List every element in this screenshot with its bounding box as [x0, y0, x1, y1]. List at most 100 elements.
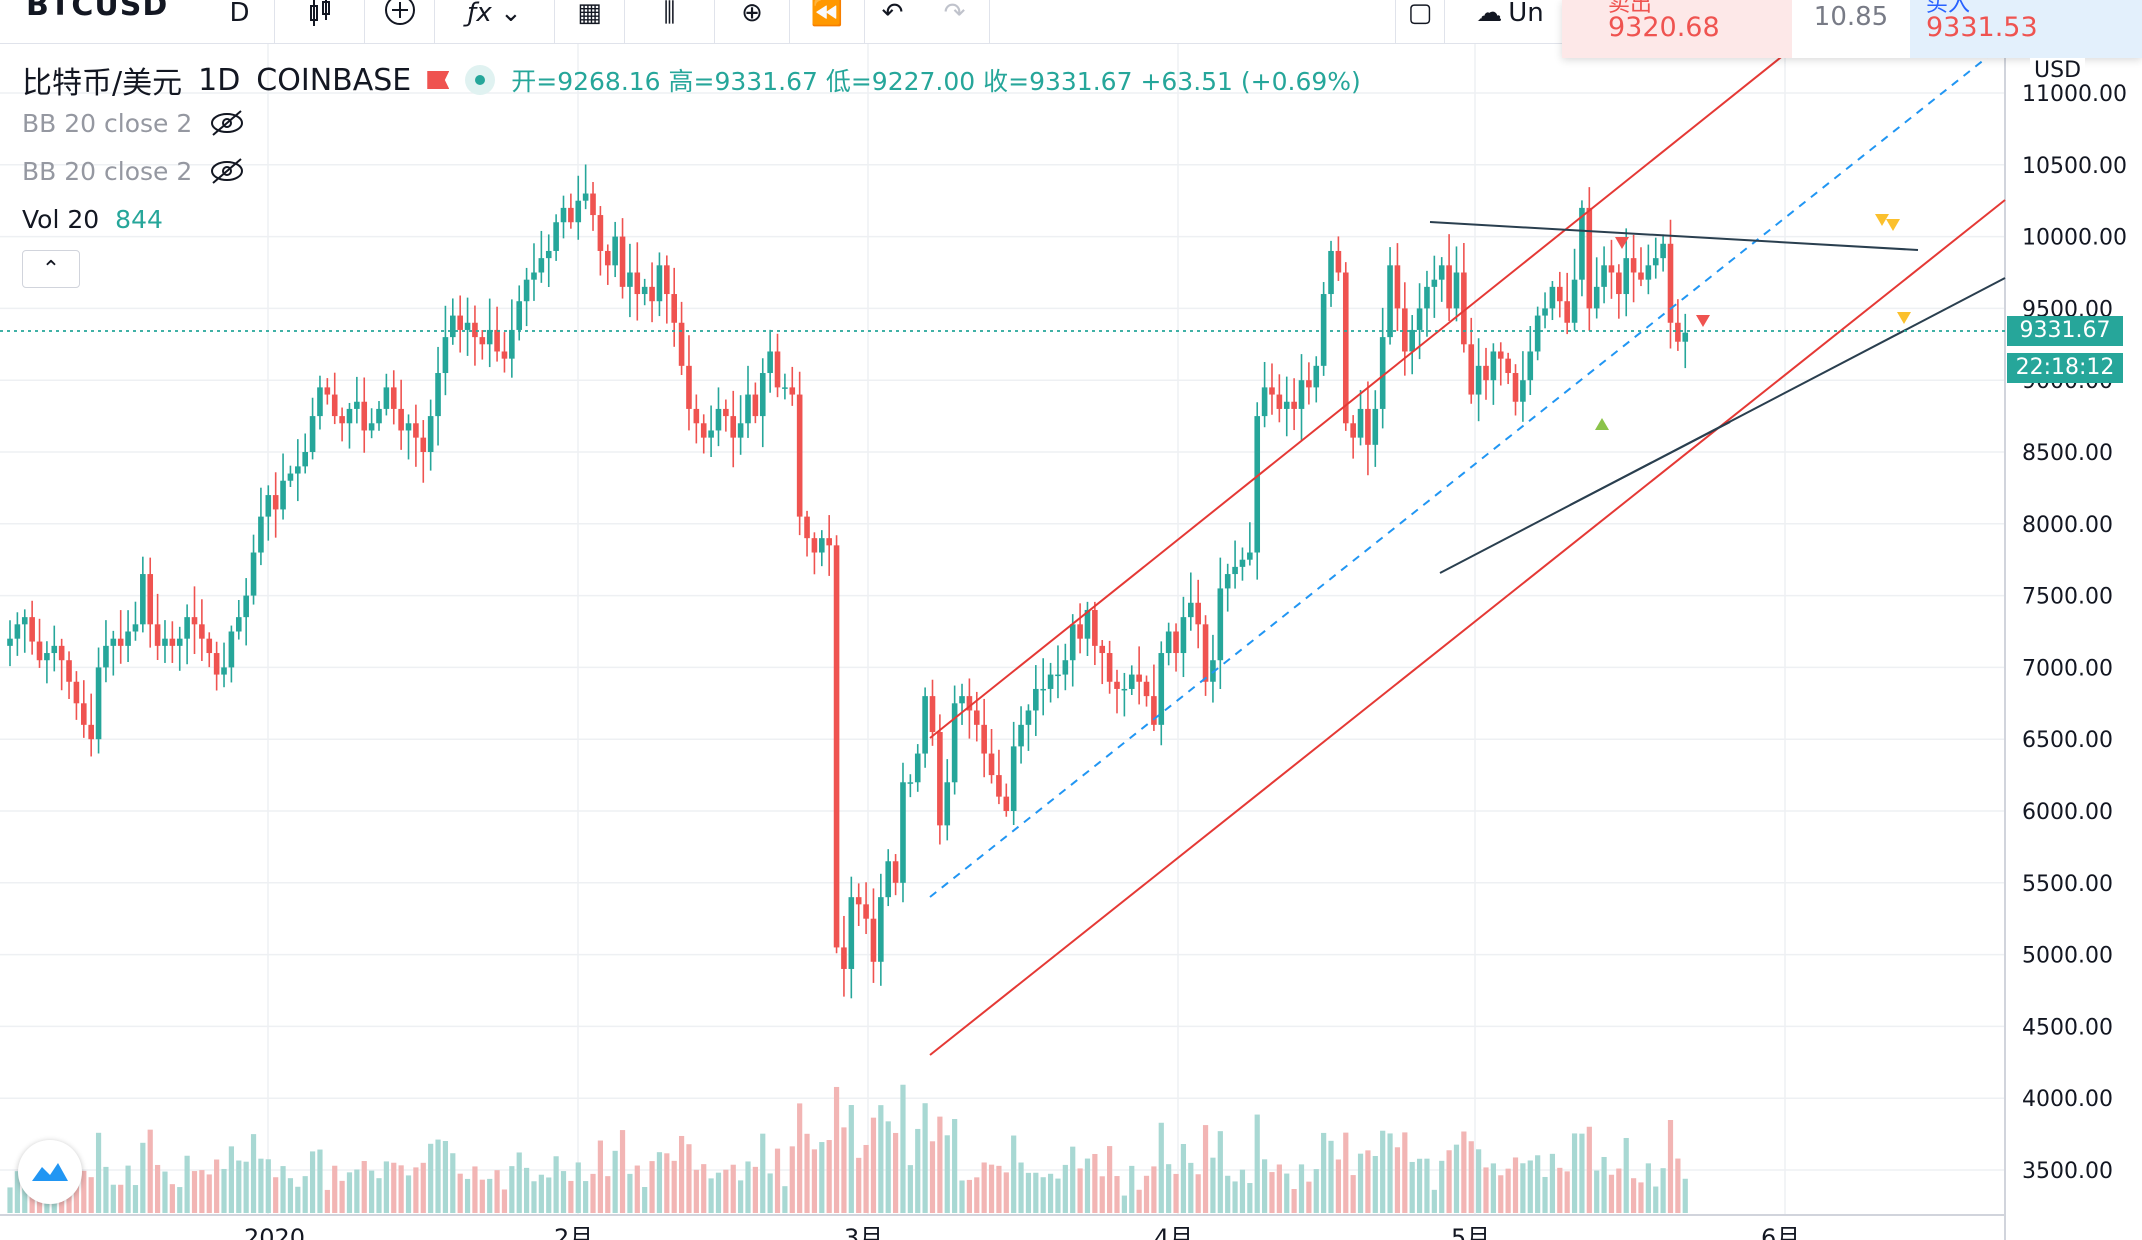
volume-bar [693, 1169, 699, 1213]
volume-bar [1424, 1158, 1430, 1213]
volume-bar [981, 1162, 987, 1213]
volume-bar [1232, 1181, 1238, 1213]
candle-body [1342, 272, 1349, 424]
volume-bar [1645, 1163, 1651, 1213]
volume-bar [118, 1184, 124, 1213]
volume-bar [7, 1187, 13, 1213]
indicator-bb-1[interactable]: BB 20 close 2 [22, 108, 246, 138]
candle-body [789, 387, 796, 395]
volume-bar [1402, 1132, 1408, 1213]
candle-body [1136, 674, 1142, 682]
currency-label[interactable]: USD [2030, 58, 2086, 83]
indicator-volume[interactable]: Vol 20 844 [22, 205, 163, 234]
volume-bar [1571, 1133, 1578, 1213]
candle-body [1394, 265, 1401, 309]
volume-bar [767, 1173, 773, 1213]
undo-button[interactable]: ↶ [865, 0, 920, 44]
buy-button[interactable]: 买入 9331.53 [1910, 0, 2142, 58]
candle-body [973, 710, 980, 725]
buy-signal-marker [1595, 418, 1609, 430]
volume-bar [1047, 1173, 1054, 1213]
candle-body [272, 495, 279, 510]
volume-bar [863, 1144, 869, 1213]
candle-body [900, 782, 906, 883]
volume-bar [1143, 1175, 1150, 1213]
volume-bar [723, 1169, 729, 1213]
candle-body [479, 337, 486, 345]
spread-value: 10.85 [1813, 2, 1889, 32]
volume-bar [479, 1179, 485, 1213]
compare-icon[interactable] [365, 0, 435, 44]
legend-title: 比特币/美元 [22, 66, 183, 101]
eye-hidden-icon[interactable] [208, 108, 246, 138]
candle-body [213, 653, 220, 675]
alert-icon[interactable]: ⫼ [625, 0, 715, 44]
templates-icon[interactable]: ▦ [555, 0, 625, 44]
candle-body [302, 452, 308, 467]
volume-bar [88, 1177, 94, 1213]
candle-body [509, 329, 515, 359]
candle-body [774, 351, 781, 388]
cloud-icon: ☁ [1476, 0, 1503, 28]
layout-button[interactable]: ▢ [1395, 0, 1445, 44]
volume-bar [1357, 1153, 1364, 1213]
candle-body [1003, 796, 1010, 811]
candle-body [841, 947, 847, 969]
symbol-search[interactable]: BTCUSD [26, 0, 169, 23]
volume-bar [1269, 1172, 1275, 1213]
candle-body [464, 322, 471, 330]
x-tick-label: 4月 [1154, 1224, 1193, 1240]
candle-body [804, 516, 810, 539]
candle-body [58, 645, 65, 661]
fx-icon: ƒx ⌄ [467, 0, 522, 28]
candle-body [1025, 710, 1032, 725]
indicators-button[interactable]: ƒx ⌄ [435, 0, 555, 44]
candle-body [1483, 365, 1489, 381]
sell-signal-marker [1696, 315, 1710, 327]
indicator-bb-2[interactable]: BB 20 close 2 [22, 156, 246, 186]
last-price-tag: 9331.67 [2007, 316, 2123, 346]
volume-bar [1667, 1120, 1674, 1213]
candle-body [1232, 566, 1238, 575]
redo-button[interactable]: ↷ [920, 0, 990, 44]
market-status-icon[interactable] [465, 65, 496, 95]
volume-bar [1520, 1163, 1526, 1213]
tradingview-logo[interactable] [18, 1140, 82, 1204]
candle-body [1402, 308, 1408, 352]
candle-body [258, 516, 264, 553]
candle-body [1298, 380, 1305, 409]
candle-body [1320, 294, 1327, 366]
collapse-legend-button[interactable]: ⌃ [22, 250, 80, 288]
volume-bar [1210, 1157, 1216, 1213]
candle-body [1313, 365, 1320, 388]
candle-body [981, 724, 987, 754]
candle-body [21, 617, 28, 625]
candle-body [959, 696, 965, 704]
add-alert-button[interactable]: ⊕ [715, 0, 790, 44]
grid-icon: ▦ [577, 0, 602, 28]
volume-bar [1195, 1174, 1201, 1213]
candle-body [140, 574, 146, 625]
volume-bar [295, 1186, 301, 1213]
volume-bar [575, 1162, 581, 1213]
volume-bar [1343, 1132, 1349, 1213]
candle-body [7, 638, 13, 646]
interval-button[interactable]: D [205, 0, 275, 44]
candle-body [1365, 408, 1371, 445]
volume-bar [1202, 1125, 1209, 1213]
chart-type-icon[interactable] [275, 0, 365, 44]
candle-body [1092, 609, 1098, 646]
eye-hidden-icon[interactable] [208, 156, 246, 186]
volume-bar [642, 1187, 648, 1213]
volume-bar [546, 1177, 552, 1213]
sell-button[interactable]: 卖出 9320.68 [1562, 0, 1792, 58]
flag-icon[interactable] [427, 71, 450, 89]
replay-button[interactable]: ⏪ [790, 0, 865, 44]
x-tick-label: 2月 [554, 1224, 593, 1240]
volume-bar [1025, 1172, 1032, 1213]
candle-body [1128, 674, 1135, 689]
save-button[interactable]: ☁ Un [1460, 0, 1560, 44]
volume-bar [1682, 1178, 1688, 1213]
